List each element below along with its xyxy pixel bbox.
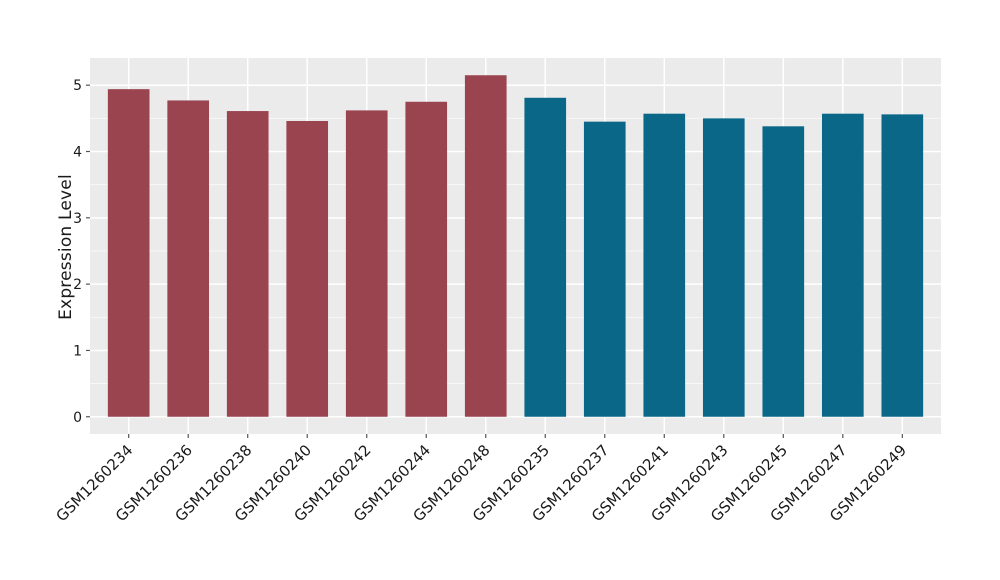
- bar-GSM1260248: [464, 75, 507, 417]
- bar-GSM1260237: [583, 121, 626, 417]
- y-tick-label: 5: [73, 78, 82, 94]
- y-tick-label: 0: [73, 410, 82, 426]
- bar-GSM1260244: [405, 101, 448, 417]
- plot-panel: [90, 58, 941, 434]
- bar-GSM1260243: [702, 118, 745, 417]
- bar-GSM1260234: [107, 89, 150, 417]
- y-tick-label: 3: [73, 211, 82, 227]
- bar-GSM1260238: [226, 111, 269, 417]
- bar-GSM1260235: [524, 97, 567, 417]
- bar-GSM1260241: [643, 113, 686, 417]
- bar-GSM1260245: [762, 126, 805, 417]
- y-tick-label: 4: [73, 145, 82, 161]
- bar-GSM1260242: [345, 110, 388, 417]
- bar-GSM1260247: [821, 113, 864, 417]
- bar-GSM1260240: [286, 120, 329, 417]
- y-axis-label: Expression Level: [56, 174, 76, 320]
- y-tick-label: 2: [73, 277, 82, 293]
- y-tick-label: 1: [73, 343, 82, 359]
- bar-GSM1260249: [881, 114, 924, 417]
- bar-GSM1260236: [167, 100, 210, 417]
